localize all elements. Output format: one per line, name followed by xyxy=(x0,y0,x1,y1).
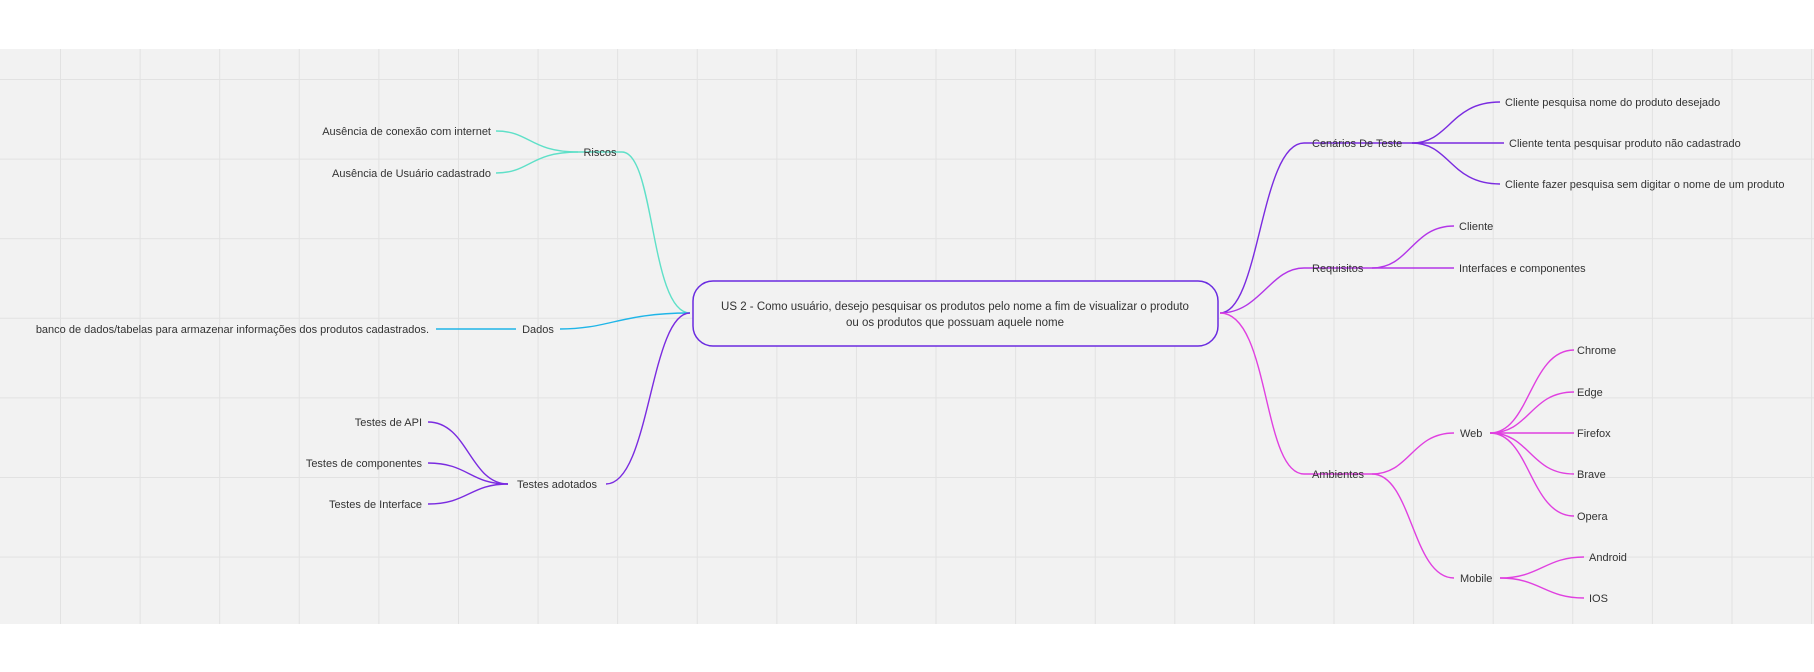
node-cenario-2[interactable]: Cliente tenta pesquisar produto não cada… xyxy=(1509,138,1741,150)
connector-riscos-conexao xyxy=(495,130,579,153)
connector-mobile-android xyxy=(1499,556,1585,579)
connector-center-cenarios xyxy=(1219,142,1305,314)
node-risco-conexao[interactable]: Ausência de conexão com internet xyxy=(322,126,491,138)
node-requisito-cliente[interactable]: Cliente xyxy=(1459,221,1493,233)
connector-web-edge xyxy=(1489,391,1575,434)
node-testes-componentes[interactable]: Testes de componentes xyxy=(306,458,423,470)
connector-testes-api xyxy=(427,421,509,485)
connector-testes-interface xyxy=(427,483,509,505)
node-web-firefox[interactable]: Firefox xyxy=(1577,428,1611,440)
node-mobile-android[interactable]: Android xyxy=(1589,552,1627,564)
center-node-line1: US 2 - Como usuário, desejo pesquisar os… xyxy=(721,301,1189,313)
connector-web-opera xyxy=(1489,432,1575,517)
node-dados-banco[interactable]: banco de dados/tabelas para armazenar in… xyxy=(36,324,429,336)
node-web-edge[interactable]: Edge xyxy=(1577,387,1603,399)
connector-center-dados xyxy=(559,312,691,330)
node-riscos[interactable]: Riscos xyxy=(583,147,617,159)
connector-web-brave xyxy=(1489,432,1575,475)
node-web-chrome[interactable]: Chrome xyxy=(1577,345,1616,357)
mindmap-canvas[interactable]: US 2 - Como usuário, desejo pesquisar os… xyxy=(0,49,1814,624)
node-web-opera[interactable]: Opera xyxy=(1577,511,1608,523)
connector-cenarios-3 xyxy=(1411,142,1501,185)
mindmap-diagram: US 2 - Como usuário, desejo pesquisar os… xyxy=(36,97,1785,605)
node-ambientes[interactable]: Ambientes xyxy=(1312,469,1364,481)
node-mobile-ios[interactable]: IOS xyxy=(1589,593,1608,605)
node-testes-api[interactable]: Testes de API xyxy=(355,417,422,429)
node-risco-usuario[interactable]: Ausência de Usuário cadastrado xyxy=(332,168,491,180)
connector-ambientes-web xyxy=(1371,432,1455,475)
node-cenario-1[interactable]: Cliente pesquisa nome do produto desejad… xyxy=(1505,97,1720,109)
node-cenarios[interactable]: Cenários De Teste xyxy=(1312,138,1402,150)
connector-riscos-usuario xyxy=(495,151,579,174)
node-web[interactable]: Web xyxy=(1460,428,1482,440)
connector-web-chrome xyxy=(1489,349,1575,434)
connector-center-ambientes xyxy=(1219,312,1305,475)
center-node-line2: ou os produtos que possuam aquele nome xyxy=(846,317,1064,329)
connector-ambientes-mobile xyxy=(1371,473,1455,579)
connector-center-testes xyxy=(605,312,691,485)
node-requisito-interfaces[interactable]: Interfaces e componentes xyxy=(1459,263,1586,275)
node-requisitos[interactable]: Requisitos xyxy=(1312,263,1364,275)
node-cenario-3[interactable]: Cliente fazer pesquisa sem digitar o nom… xyxy=(1505,179,1784,191)
connector-testes-componentes xyxy=(427,462,509,485)
connector-cenarios-1 xyxy=(1411,101,1501,144)
center-node-box xyxy=(692,280,1219,347)
connector-center-requisitos xyxy=(1219,267,1305,314)
connector-requisitos-cliente xyxy=(1371,225,1455,269)
connector-center-riscos xyxy=(621,151,691,314)
node-testes-interface[interactable]: Testes de Interface xyxy=(329,499,422,511)
node-testes-adotados[interactable]: Testes adotados xyxy=(517,479,598,491)
node-dados[interactable]: Dados xyxy=(522,324,554,336)
node-web-brave[interactable]: Brave xyxy=(1577,469,1606,481)
connector-mobile-ios xyxy=(1499,577,1585,599)
center-node[interactable]: US 2 - Como usuário, desejo pesquisar os… xyxy=(692,280,1219,347)
node-mobile[interactable]: Mobile xyxy=(1460,573,1492,585)
